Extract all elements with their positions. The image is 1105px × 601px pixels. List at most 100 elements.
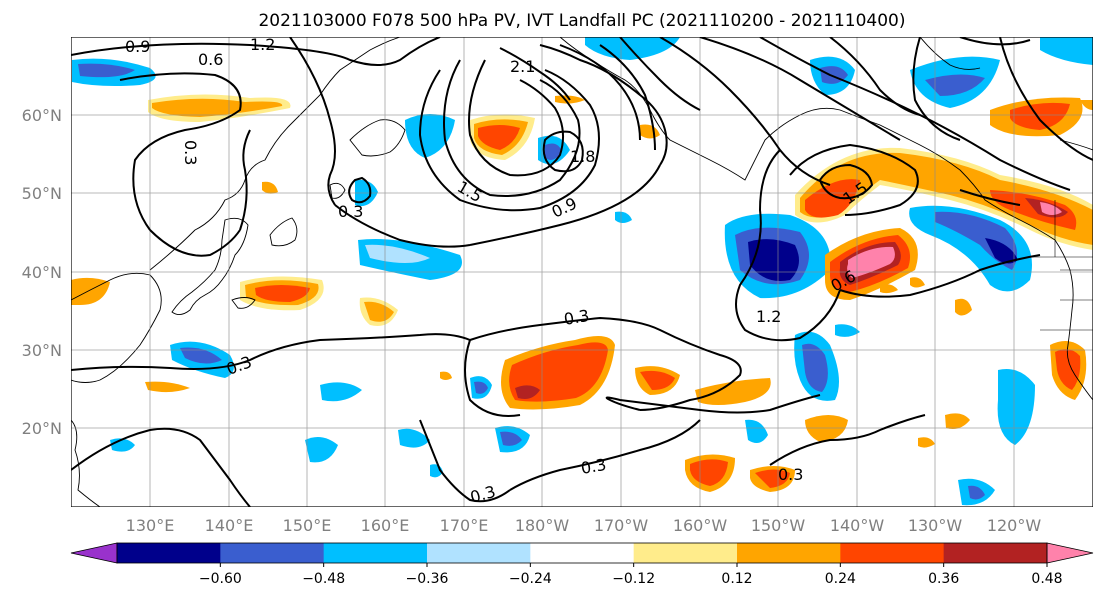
pos-anomaly-area [262,181,278,194]
colorbar-swatch [220,543,325,563]
pos-anomaly-area [945,413,970,429]
lat-label: 50°N [22,184,62,203]
neg-anomaly-area [305,436,338,463]
contour-label: 0.3 [778,465,803,484]
neg-anomaly-area [748,239,799,281]
pos-anomaly-area [755,469,790,488]
colorbar-tick-label: −0.48 [302,571,345,587]
neg-anomaly-area [405,114,455,158]
neg-anomaly-area [545,143,562,161]
colorbar-swatch [117,543,221,563]
lon-label: 160°E [361,516,410,535]
gridlines [71,37,1093,507]
colorbar-tick-label: 0.24 [825,571,856,587]
pos-anomaly-area [690,459,728,486]
neg-anomaly-area [585,37,680,60]
colorbar-tick-label: −0.36 [406,571,449,587]
lon-label: 130°E [126,516,175,535]
pos-anomaly-area [255,285,310,302]
figure-title: 2021103000 F078 500 hPa PV, IVT Landfall… [258,11,905,31]
neg-anomaly-area [925,74,985,96]
neg-anomaly-area [615,211,632,223]
lon-label: 180°W [515,516,570,535]
colorbar-max-extension [1046,542,1094,564]
pos-anomaly-area [478,125,520,150]
neg-anomaly-area [474,381,488,394]
neg-anomaly-area [985,238,1018,264]
colorbar-tick-label: −0.12 [612,571,655,587]
colorbar-tick-label: 0.36 [928,571,959,587]
lat-label: 40°N [22,263,62,282]
lon-label: 140°W [830,516,885,535]
pos-anomaly-area [880,284,898,294]
colorbar-swatch [323,543,428,563]
pos-anomaly-area [1055,349,1081,390]
contour-label: 1.8 [570,147,595,166]
contour-label: 0.6 [198,50,223,69]
colorbar-tick-label: 0.12 [721,571,752,587]
pos-anomaly-area [152,98,283,117]
neg-anomaly-area [1040,37,1093,65]
lon-label: 140°E [205,516,254,535]
lon-label: 150°W [751,516,806,535]
pos-anomaly-area [955,298,972,316]
pos-anomaly-area [640,370,675,390]
colorbar-tick-label: −0.60 [199,571,242,587]
contour-label: 0.3 [338,202,363,221]
contour-label: 2.1 [510,57,535,76]
pos-anomaly-area [1080,100,1093,110]
colorbar-swatch [633,543,738,563]
pos-anomaly-area [918,437,935,448]
pos-anomaly-area [440,371,452,380]
neg-anomaly-area [968,485,985,500]
contour-label: 1.2 [756,307,781,326]
neg-anomaly-area [802,343,828,392]
pos-anomaly-area [1040,202,1062,215]
neg-anomaly-area [78,63,135,78]
pos-anomaly-area [1010,102,1070,130]
lat-label: 60°N [22,106,62,125]
neg-anomaly-area [398,428,430,448]
neg-anomaly-area [835,324,860,337]
neg-anomaly-area [180,347,222,364]
contour-label: 0.3 [562,306,590,329]
map-panel: 0.9 1.2 0.6 0.3 1.5 2.1 1.8 0.9 1.5 1.2 … [71,35,1093,507]
pos-anomaly-area [364,301,394,322]
longitude-labels: 130°E 140°E 150°E 160°E 170°E 180°W 170°… [126,516,1042,535]
neg-anomaly-area [745,419,768,444]
pos-anomaly-area [847,246,895,278]
neg-anomaly-area [320,382,362,402]
colorbar-tick-label: −0.24 [509,571,552,587]
lon-label: 130°W [908,516,963,535]
lat-label: 20°N [22,419,62,438]
contour-label: 0.3 [579,455,607,478]
neg-anomaly-area [500,431,522,446]
pv-contours [71,37,1093,507]
colorbar-swatch [840,543,945,563]
colorbar-swatch [737,543,841,563]
colorbar-swatch [530,543,635,563]
colorbar-tick-label: 0.48 [1031,571,1062,587]
lat-label: 30°N [22,341,62,360]
lon-label: 120°W [987,516,1042,535]
colorbar-min-extension [70,542,118,564]
neg-anomaly-area [997,369,1035,445]
pos-anomaly-area [910,277,925,288]
latitude-labels: 60°N 50°N 40°N 30°N 20°N [22,106,62,438]
contour-label: 1.2 [250,35,275,54]
colorbar-swatch [427,543,531,563]
lon-label: 160°W [673,516,728,535]
pos-anomaly-area [695,378,771,405]
pos-anomaly-area [805,415,848,442]
colorbar-outline [116,542,1048,564]
pos-anomaly-area [145,381,190,393]
pos-anomaly-area [805,179,860,218]
colorbar-swatch [943,543,1048,563]
contour-label: 0.9 [125,37,150,56]
lon-label: 170°W [594,516,649,535]
lon-label: 150°E [283,516,332,535]
coastlines [71,37,1093,507]
pos-anomaly-area [515,385,540,399]
ivt-shading [71,37,1093,506]
